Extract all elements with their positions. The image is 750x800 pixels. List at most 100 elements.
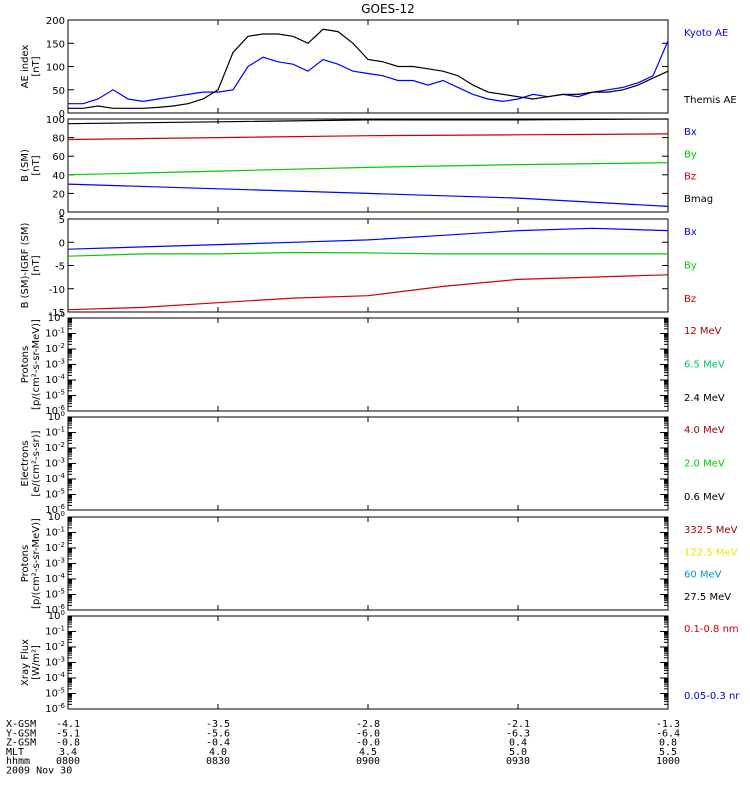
y-tick-label: 10-4 [45,472,65,485]
y-tick-label: 10-1 [45,625,65,638]
y-tick-label: 100 [48,410,65,423]
legend-0-05-0-3-nr: 0.05-0.3 nr [684,691,740,702]
y-tick-label: 10-1 [45,327,65,340]
ephemeris-value: -6.4 [656,728,680,739]
y-tick-label: 10-5 [45,389,65,402]
ephemeris-value: 0830 [206,756,230,767]
y-tick-label: 10-2 [45,342,65,355]
legend-4-0-mev: 4.0 MeV [684,425,725,436]
ephemeris-value: 4.0 [209,747,227,758]
panel-4: 10010-110-210-310-410-510-6Protons[p/(cm… [20,311,725,417]
legend-2-0-mev: 2.0 MeV [684,459,725,470]
y-tick-label: 10-3 [45,656,65,669]
panel-frame [67,317,669,412]
ephemeris-value: 0930 [506,756,530,767]
y-tick-label: -15 [49,308,65,319]
legend-332-5-mev: 332.5 MeV [684,525,738,536]
panel-7: 100 10-1 10-2 10-3 10-4 10-5 10-6 Xray Flux[W/m… [20,609,740,715]
ephemeris-value: -0.4 [206,738,230,749]
ephemeris-row-label: Y-GSM [6,728,36,739]
series-line-by [67,251,668,257]
y-axis-label: AE index[nT] [20,45,42,89]
y-tick-label: 100 [46,63,65,74]
panel-frame [67,218,669,313]
y-tick-label: 10-1 [45,526,65,539]
ephemeris-value: 0.8 [659,738,677,749]
ephemeris-value: -2.1 [506,719,530,730]
y-tick-label: 10-6 [45,702,65,715]
y-axis-label: B (SM)-IGRF (SM)[nT] [20,223,42,309]
y-tick-label: 60 [52,152,65,163]
panel-2: 0 20 40 60 80 100 B (SM)[nT] Bx By Bz Bmag [20,115,713,219]
plot-title: GOES-12 [361,2,415,16]
y-tick-label: 100 [48,510,65,523]
panel-1: 0 50 100 150 200 AE index[nT] Kyoto AE Themis A… [20,16,737,120]
series-line-bz [67,133,669,141]
series-line-bx [67,183,669,207]
y-axis-label: Protons[p/(cm²-s-sr-MeV)] [20,319,42,410]
y-tick-label: 0 [59,238,65,249]
ephemeris-value: 5.0 [509,747,527,758]
ephemeris-value: -6.0 [356,728,380,739]
y-tick-label: 10-2 [45,541,65,554]
series-line-by [67,162,669,176]
y-tick-label: 10-3 [45,457,65,470]
y-tick-label: 0 [59,109,65,120]
y-tick-label: -10 [49,285,65,296]
y-tick-label: 100 [48,311,65,324]
ephemeris-value: -5.1 [56,728,80,739]
ephemeris-value: 1000 [656,756,680,767]
ephemeris-row-label: hhmm [6,756,30,767]
legend-6-5-mev: 6.5 MeV [684,360,725,371]
y-tick-label: 200 [46,16,65,27]
panel-6: 10010-110-210-310-410-510-6Protons[p/(cm… [20,510,738,616]
y-axis-label: B (SM)[nT] [20,149,42,182]
legend-12-mev: 12 MeV [684,326,722,337]
y-tick-label: 5 [59,215,65,226]
ephemeris-value: -0.0 [356,738,380,749]
y-tick-label: 10-3 [45,358,65,371]
legend-bz: Bz [684,172,696,183]
y-tick-label: 150 [46,39,65,50]
ephemeris-value: 0.4 [509,738,527,749]
series-line-bz [67,274,669,311]
legend-0-1-0-8-nm: 0.1-0.8 nm [684,624,739,635]
y-tick-label: 10-3 [45,557,65,570]
legend-bx: Bx [684,127,697,138]
series-line-kyoto-ae [68,40,669,105]
y-axis-label: Protons[p/(cm²-s-sr-MeV)] [20,518,42,609]
y-tick-label: 100 [48,609,65,622]
ephemeris-value: -0.8 [56,738,80,749]
series-line-bmag [67,118,669,125]
legend-themis-ae: Themis AE [683,95,737,106]
ephemeris-value: -6.3 [506,728,530,739]
y-tick-label: 40 [52,171,65,182]
legend-0-6-mev: 0.6 MeV [684,492,725,503]
panel-5: 10010-110-210-310-410-510-6Electrons[e/(… [20,410,725,516]
date-label: 2009 Nov 30 [6,766,72,777]
panel-frame [67,615,669,710]
ephemeris-value: -3.5 [206,719,230,730]
ephemeris-row-label: X-GSM [6,719,36,730]
ephemeris-value: -1.3 [656,719,680,730]
legend-27-5-mev: 27.5 MeV [684,592,731,603]
y-tick-label: 10-4 [45,572,65,585]
y-tick-label: 10-2 [45,640,65,653]
y-tick-label: 10-5 [45,687,65,700]
ephemeris-value: -4.1 [56,719,80,730]
legend-60-mev: 60 MeV [684,570,722,581]
y-tick-label: 20 [52,189,65,200]
series-line-bx [67,227,669,250]
legend-122-5-mev: 122.5 MeV [684,547,738,558]
y-tick-label: 10-5 [45,588,65,601]
legend-kyoto-ae: Kyoto AE [684,28,728,39]
ephemeris-value: -2.8 [356,719,380,730]
panel-frame [67,416,669,511]
y-axis-label: Electrons[e/(cm²-s-sr)] [20,430,42,496]
panel-frame [67,118,669,213]
y-tick-label: 10-5 [45,488,65,501]
panel-3: -15 -10 -5 0 5 B (SM)-IGRF (SM)[nT] Bx By Bz [20,215,697,319]
y-tick-label: 10-4 [45,373,65,386]
